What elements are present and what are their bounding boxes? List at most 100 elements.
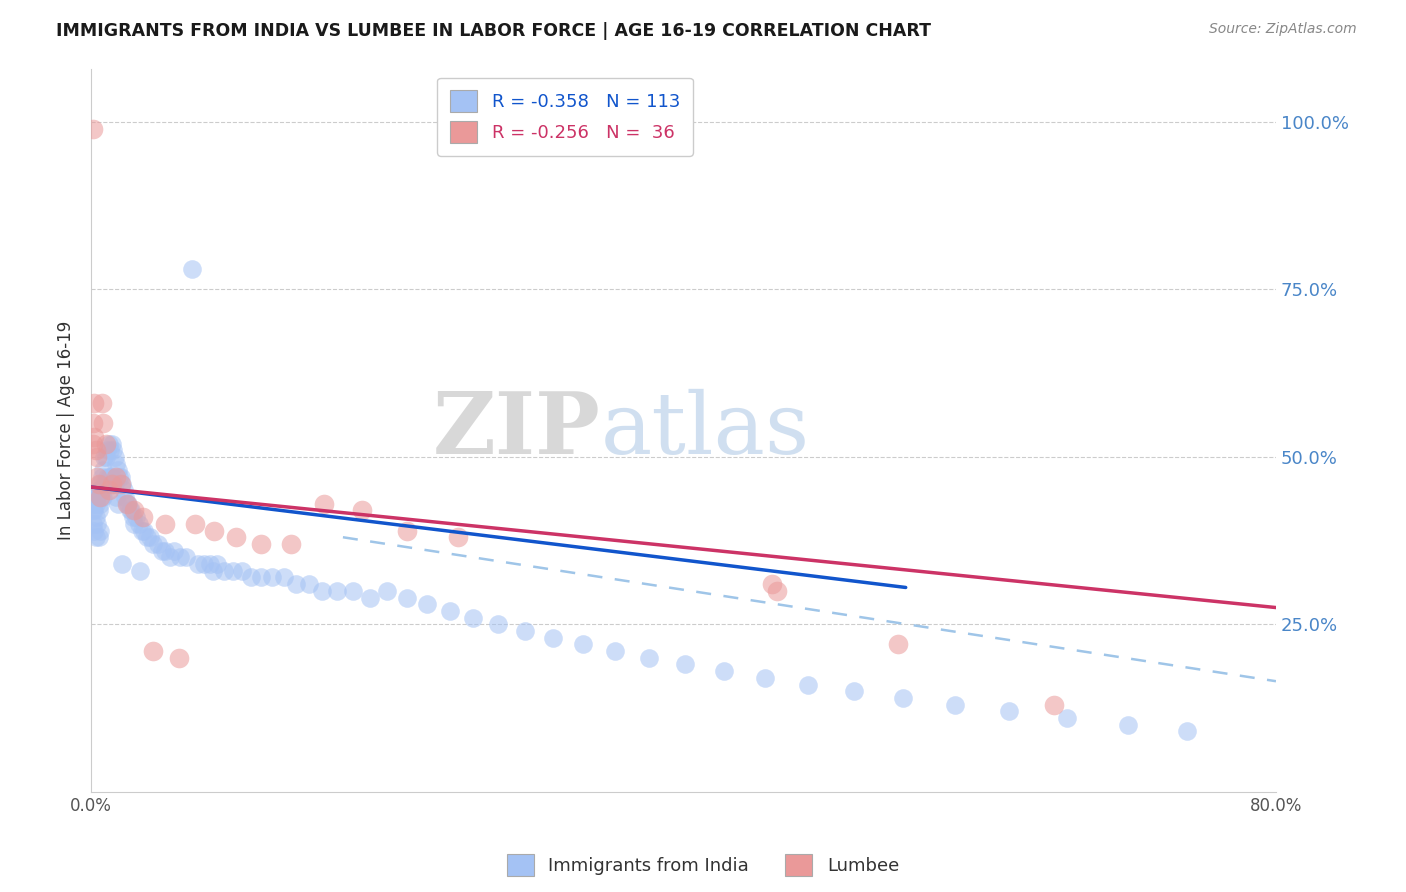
Point	[114, 490, 136, 504]
Point	[120, 503, 142, 517]
Point	[104, 476, 127, 491]
Point	[139, 530, 162, 544]
Point	[202, 524, 225, 538]
Point	[605, 644, 627, 658]
Point	[86, 450, 108, 464]
Point	[260, 570, 283, 584]
Point	[84, 530, 107, 544]
Point	[108, 470, 131, 484]
Point	[96, 470, 118, 484]
Point	[83, 524, 105, 538]
Point	[342, 583, 364, 598]
Point	[115, 497, 138, 511]
Point	[142, 537, 165, 551]
Point	[115, 497, 138, 511]
Point	[395, 591, 418, 605]
Point	[761, 577, 783, 591]
Point	[377, 583, 399, 598]
Point	[513, 624, 536, 638]
Point	[94, 450, 117, 464]
Point	[159, 550, 181, 565]
Text: IMMIGRANTS FROM INDIA VS LUMBEE IN LABOR FORCE | AGE 16-19 CORRELATION CHART: IMMIGRANTS FROM INDIA VS LUMBEE IN LABOR…	[56, 22, 931, 40]
Point	[94, 476, 117, 491]
Point	[82, 121, 104, 136]
Point	[84, 490, 107, 504]
Point	[82, 436, 104, 450]
Point	[91, 417, 114, 431]
Point	[201, 564, 224, 578]
Legend: R = -0.358   N = 113, R = -0.256   N =  36: R = -0.358 N = 113, R = -0.256 N = 36	[437, 78, 693, 156]
Point	[887, 637, 910, 651]
Point	[86, 516, 108, 531]
Point	[1116, 717, 1139, 731]
Point	[225, 530, 247, 544]
Point	[395, 524, 418, 538]
Point	[122, 516, 145, 531]
Point	[298, 577, 321, 591]
Point	[184, 516, 207, 531]
Point	[104, 450, 127, 464]
Point	[180, 262, 202, 277]
Point	[117, 497, 139, 511]
Point	[943, 698, 966, 712]
Point	[82, 490, 104, 504]
Point	[231, 564, 253, 578]
Point	[91, 490, 114, 504]
Point	[86, 490, 108, 504]
Point	[284, 577, 307, 591]
Point	[128, 516, 150, 531]
Point	[754, 671, 776, 685]
Point	[416, 597, 439, 611]
Point	[146, 537, 169, 551]
Point	[153, 516, 176, 531]
Point	[198, 557, 221, 571]
Point	[90, 396, 112, 410]
Point	[84, 497, 107, 511]
Point	[187, 557, 209, 571]
Point	[174, 550, 197, 565]
Point	[110, 476, 132, 491]
Point	[163, 543, 186, 558]
Text: atlas: atlas	[600, 389, 810, 472]
Point	[83, 497, 105, 511]
Point	[91, 463, 114, 477]
Point	[638, 650, 661, 665]
Point	[89, 476, 111, 491]
Point	[193, 557, 215, 571]
Point	[84, 510, 107, 524]
Point	[998, 704, 1021, 718]
Point	[311, 583, 333, 598]
Point	[240, 570, 263, 584]
Point	[107, 497, 129, 511]
Point	[150, 543, 173, 558]
Point	[766, 583, 789, 598]
Point	[673, 657, 696, 672]
Point	[153, 543, 176, 558]
Point	[105, 470, 128, 484]
Point	[121, 510, 143, 524]
Point	[93, 476, 115, 491]
Point	[84, 443, 107, 458]
Point	[86, 470, 108, 484]
Point	[1175, 724, 1198, 739]
Point	[131, 524, 153, 538]
Point	[136, 530, 159, 544]
Point	[82, 503, 104, 517]
Point	[541, 631, 564, 645]
Point	[111, 557, 134, 571]
Point	[439, 604, 461, 618]
Point	[167, 650, 190, 665]
Point	[572, 637, 595, 651]
Point	[87, 503, 110, 517]
Point	[97, 470, 120, 484]
Point	[94, 436, 117, 450]
Point	[326, 583, 349, 598]
Point	[89, 490, 111, 504]
Point	[169, 550, 191, 565]
Point	[1043, 698, 1066, 712]
Point	[110, 470, 132, 484]
Point	[100, 470, 122, 484]
Point	[124, 510, 146, 524]
Point	[214, 564, 236, 578]
Point	[82, 417, 104, 431]
